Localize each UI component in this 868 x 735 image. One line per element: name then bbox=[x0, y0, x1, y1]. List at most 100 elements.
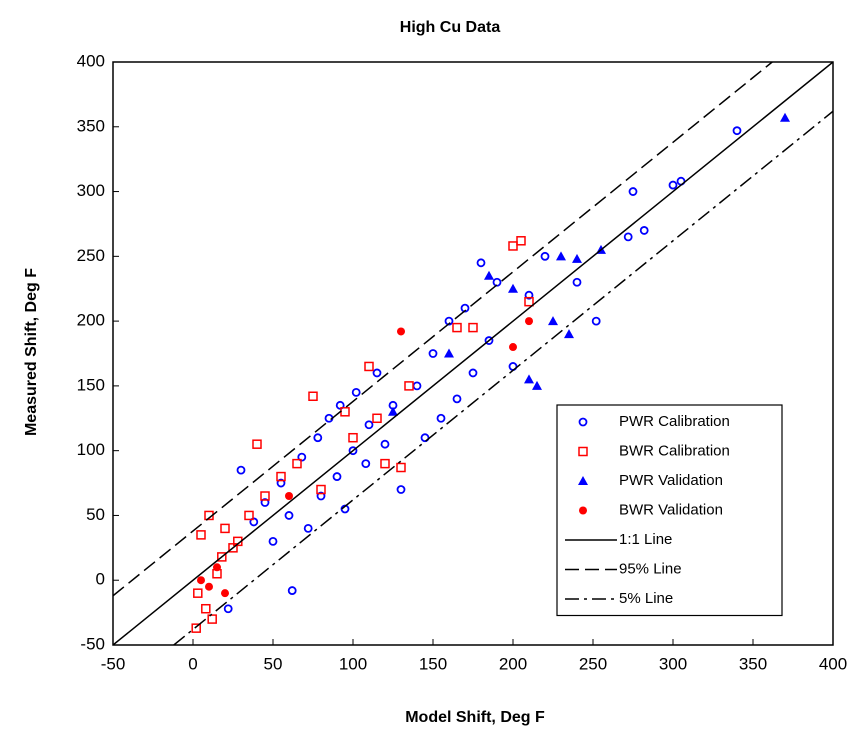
point bbox=[556, 251, 566, 261]
point bbox=[348, 446, 358, 456]
point bbox=[404, 381, 414, 391]
point bbox=[572, 253, 582, 263]
y-tick-label: 200 bbox=[77, 311, 105, 330]
point bbox=[221, 589, 229, 598]
x-tick-label: 100 bbox=[339, 654, 367, 673]
point bbox=[276, 471, 286, 482]
point bbox=[508, 283, 518, 293]
point bbox=[201, 603, 211, 614]
point bbox=[191, 623, 201, 633]
point bbox=[428, 349, 438, 358]
legend-label: 1:1 Line bbox=[619, 531, 672, 548]
point bbox=[372, 413, 382, 424]
legend-label: PWR Validation bbox=[619, 472, 723, 489]
point bbox=[244, 510, 254, 521]
y-tick-label: 250 bbox=[77, 246, 105, 265]
point bbox=[285, 492, 293, 501]
legend-label: 95% Line bbox=[619, 560, 682, 577]
x-axis-label: Model Shift, Deg F bbox=[405, 709, 545, 726]
reference-line bbox=[113, 62, 833, 645]
point bbox=[388, 406, 398, 416]
point bbox=[332, 472, 342, 481]
x-tick-label: 200 bbox=[499, 654, 527, 673]
point bbox=[525, 317, 533, 326]
point bbox=[213, 563, 221, 572]
point bbox=[780, 112, 790, 122]
point bbox=[207, 614, 217, 624]
y-tick-label: 350 bbox=[77, 116, 105, 135]
point bbox=[412, 381, 422, 391]
plot-layer bbox=[113, 62, 833, 645]
point bbox=[228, 543, 238, 553]
point bbox=[217, 552, 227, 562]
point bbox=[468, 368, 478, 378]
point bbox=[260, 491, 270, 501]
reference-line bbox=[113, 62, 773, 597]
y-tick-label: 400 bbox=[77, 51, 105, 70]
point bbox=[351, 387, 361, 397]
point bbox=[223, 604, 233, 614]
x-tick-label: 400 bbox=[819, 654, 847, 673]
point bbox=[623, 232, 633, 242]
point bbox=[668, 180, 678, 190]
point bbox=[397, 327, 405, 336]
point bbox=[628, 187, 638, 196]
y-tick-label: 100 bbox=[77, 440, 105, 459]
point bbox=[591, 316, 601, 326]
point bbox=[193, 588, 203, 598]
point bbox=[308, 391, 318, 402]
point bbox=[205, 582, 213, 591]
point bbox=[468, 322, 478, 333]
point bbox=[364, 361, 374, 372]
point bbox=[335, 400, 345, 410]
y-tick-label: 50 bbox=[86, 505, 105, 524]
legend-label: 5% Line bbox=[619, 590, 673, 607]
x-tick-label: -50 bbox=[101, 654, 126, 673]
reference-line bbox=[173, 110, 833, 645]
point bbox=[732, 126, 742, 136]
legend-marker bbox=[578, 417, 588, 427]
legend: PWR Calibration BWR Calibration PWR Valida… bbox=[556, 404, 783, 617]
chart-title: High Cu Data bbox=[400, 19, 501, 36]
point bbox=[361, 459, 371, 469]
point bbox=[524, 374, 534, 384]
point bbox=[372, 368, 382, 378]
point bbox=[444, 348, 454, 358]
point bbox=[492, 277, 502, 287]
point bbox=[524, 296, 534, 307]
point bbox=[284, 511, 294, 520]
point bbox=[436, 413, 446, 423]
point bbox=[252, 439, 262, 449]
point bbox=[396, 485, 406, 494]
point bbox=[524, 290, 534, 300]
point bbox=[508, 241, 518, 251]
point bbox=[276, 478, 286, 488]
point bbox=[639, 226, 649, 235]
x-tick-label: 250 bbox=[579, 654, 607, 673]
point bbox=[348, 432, 358, 443]
x-tick-label: 150 bbox=[419, 654, 447, 673]
point bbox=[572, 277, 582, 287]
point bbox=[287, 586, 297, 595]
point bbox=[548, 316, 558, 326]
point bbox=[220, 523, 230, 534]
point bbox=[452, 394, 462, 404]
legend-marker bbox=[579, 506, 587, 515]
x-tick-label: 0 bbox=[188, 654, 197, 673]
y-axis-label: Measured Shift, Deg F bbox=[23, 268, 40, 436]
point bbox=[297, 452, 307, 462]
x-tick-label: 300 bbox=[659, 654, 687, 673]
y-tick-label: 0 bbox=[96, 570, 105, 589]
point bbox=[316, 484, 326, 495]
point bbox=[476, 258, 486, 268]
point bbox=[509, 343, 517, 352]
point bbox=[380, 439, 390, 449]
point bbox=[236, 465, 246, 475]
point bbox=[197, 576, 205, 585]
legend-box bbox=[556, 404, 783, 617]
legend-label: BWR Calibration bbox=[619, 442, 730, 459]
point bbox=[484, 336, 494, 345]
point bbox=[303, 524, 313, 533]
plot-frame bbox=[112, 61, 834, 646]
